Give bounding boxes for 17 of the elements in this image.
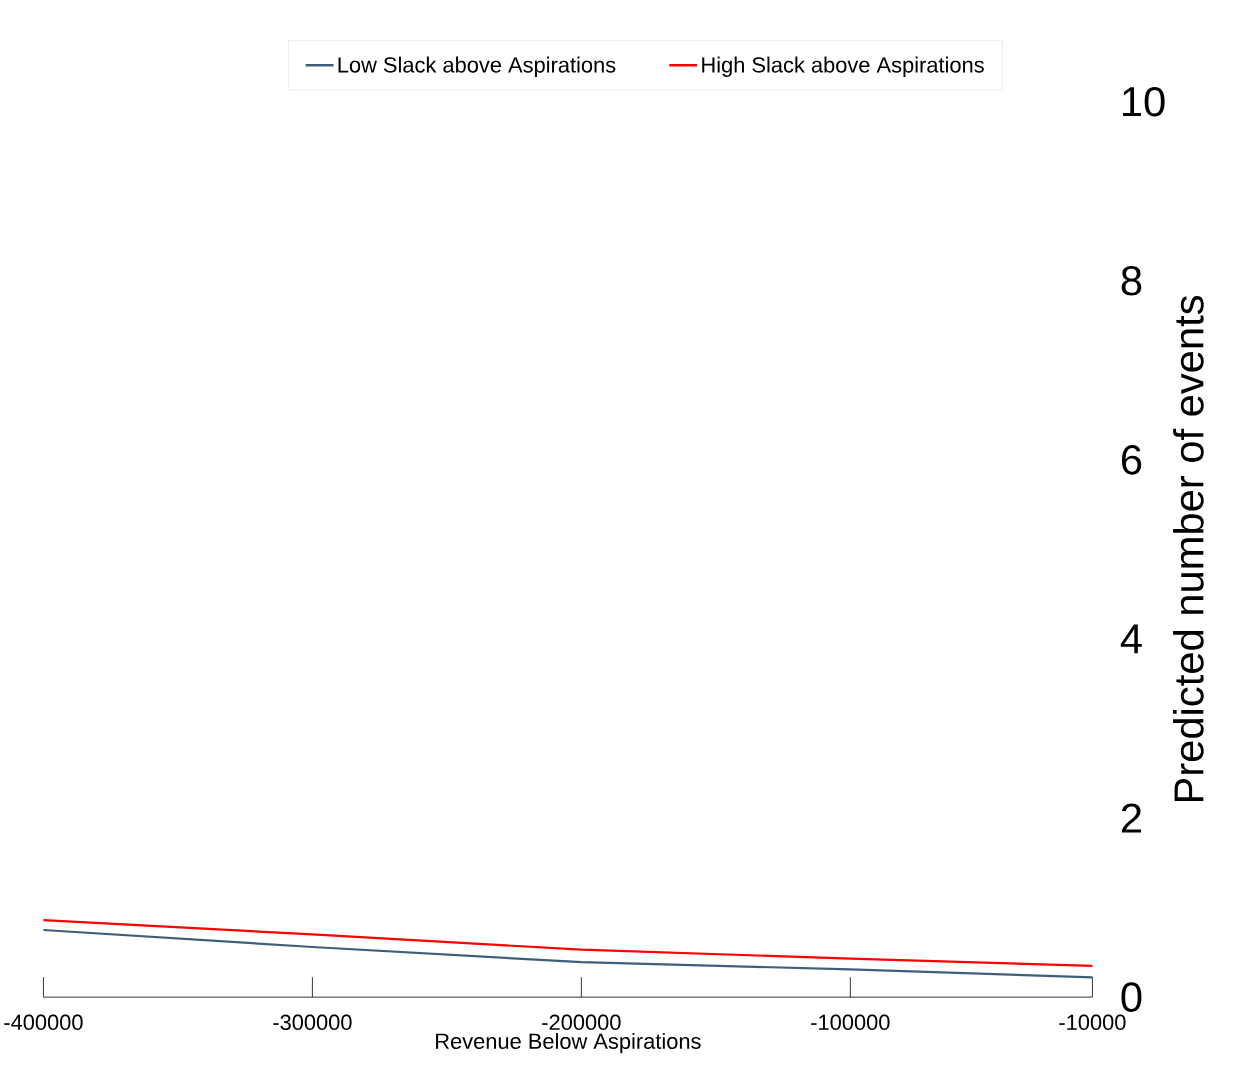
x-tick-label: -300000 (273, 1014, 352, 1031)
x-tick-label: -400000 (4, 1014, 83, 1031)
line-series (42, 928, 1094, 979)
legend-label: Low Slack above Aspirations (338, 56, 616, 77)
x-tick-label: -10000 (1059, 1014, 1126, 1031)
y-tick-label: 0 (1121, 982, 1142, 1012)
x-tick-label: -100000 (811, 1014, 890, 1031)
legend-label: High Slack above Aspirations (702, 56, 984, 77)
y-tick-label: 2 (1121, 803, 1141, 833)
line-series (42, 919, 1094, 967)
x-axis-title: Revenue Below Aspirations (436, 1032, 701, 1054)
y-tick-label: 10 (1123, 86, 1165, 117)
y-axis-title: Predicted number of events (1173, 295, 1204, 802)
y-tick-label: 8 (1121, 266, 1142, 296)
y-tick-label: 4 (1120, 624, 1142, 654)
y-tick-label: 6 (1121, 445, 1142, 475)
x-tick-label: -200000 (542, 1014, 621, 1031)
